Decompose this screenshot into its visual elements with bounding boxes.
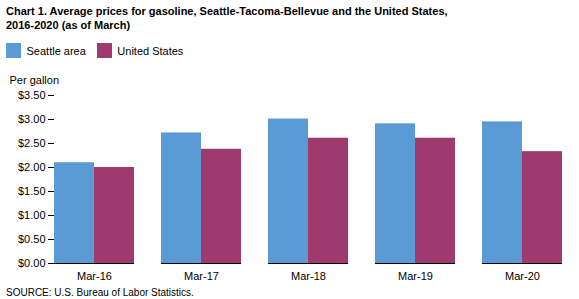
svg-text:Mar-19: Mar-19 [398, 270, 433, 282]
svg-text:Per gallon: Per gallon [10, 74, 60, 86]
svg-text:Mar-17: Mar-17 [184, 270, 219, 282]
svg-text:$2.50: $2.50 [18, 137, 46, 149]
svg-text:$2.00: $2.00 [18, 161, 46, 173]
svg-text:$0.50: $0.50 [18, 233, 46, 245]
svg-text:Mar-16: Mar-16 [77, 270, 112, 282]
svg-text:$0.00: $0.00 [18, 257, 46, 269]
svg-text:$3.50: $3.50 [18, 89, 46, 101]
svg-text:Mar-20: Mar-20 [505, 270, 540, 282]
svg-text:$3.00: $3.00 [18, 113, 46, 125]
html-text:Chart 1. Average prices for ga: Chart 1. Average prices for gasoline, Se… [6, 5, 448, 31]
html-text:SOURCE: U.S. Bureau of Labor S: SOURCE: U.S. Bureau of Labor Statistics. [6, 286, 194, 298]
html-text:United States: United States [117, 44, 184, 57]
svg-text:$1.50: $1.50 [18, 185, 46, 197]
svg-text:Mar-18: Mar-18 [291, 270, 326, 282]
html-text:Seattle area: Seattle area [26, 44, 86, 57]
svg-text:$1.00: $1.00 [18, 209, 46, 221]
